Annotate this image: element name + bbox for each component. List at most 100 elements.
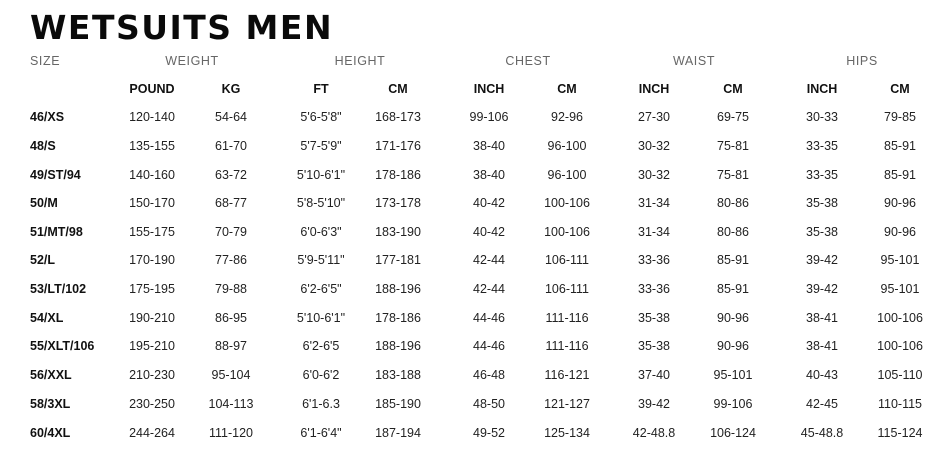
table-cell: 178-186 [375, 311, 421, 325]
table-cell: 120-140 [129, 110, 175, 124]
table-cell: 230-250 [129, 397, 175, 411]
table-cell: 5'10-6'1" [296, 311, 346, 325]
table-cell: 125-134 [544, 426, 590, 440]
table-cell: 105-110 [877, 368, 923, 382]
table-cell: 90-96 [717, 311, 749, 325]
table-cell: 42-45 [806, 397, 838, 411]
table-cell: 31-34 [638, 225, 670, 239]
table-cell: 39-42 [806, 253, 838, 267]
table-cell: 38-41 [806, 339, 838, 353]
table-cell: 5'7-5'9" [300, 139, 342, 153]
size-label: 60/4XL [30, 426, 71, 440]
column-header: INCH [806, 82, 838, 96]
table-cell: 111-120 [208, 426, 254, 440]
table-cell: 68-77 [215, 196, 247, 210]
size-label: 55/XLT/106 [30, 339, 95, 353]
table-cell: 38-41 [806, 311, 838, 325]
page-title: WETSUITS MEN [30, 8, 334, 47]
column-header: KG [221, 82, 241, 96]
size-label: 56/XXL [30, 368, 72, 382]
table-cell: 185-190 [375, 397, 421, 411]
table-cell: 150-170 [129, 196, 175, 210]
table-cell: 106-111 [544, 253, 590, 267]
table-cell: 80-86 [717, 196, 749, 210]
table-cell: 188-196 [375, 339, 421, 353]
table-cell: 6'0-6'2 [302, 368, 340, 382]
size-label: 54/XL [30, 311, 64, 325]
table-cell: 40-43 [806, 368, 838, 382]
table-cell: 30-33 [806, 110, 838, 124]
table-cell: 33-35 [806, 139, 838, 153]
table-cell: 80-86 [717, 225, 749, 239]
table-cell: 85-91 [717, 253, 749, 267]
table-cell: 35-38 [806, 196, 838, 210]
table-cell: 173-178 [375, 196, 421, 210]
column-header: INCH [638, 82, 670, 96]
table-cell: 171-176 [375, 139, 421, 153]
group-header-chest: CHEST [505, 54, 551, 68]
table-cell: 35-38 [638, 311, 670, 325]
column-header: POUND [129, 82, 175, 96]
table-cell: 177-181 [375, 253, 421, 267]
size-label: 46/XS [30, 110, 65, 124]
table-cell: 69-75 [717, 110, 749, 124]
table-cell: 6'0-6'3" [300, 225, 342, 239]
table-cell: 178-186 [375, 167, 421, 182]
table-cell: 175-195 [129, 282, 175, 296]
table-cell: 44-46 [473, 339, 505, 353]
table-cell: 46-48 [473, 368, 505, 382]
table-cell: 110-115 [877, 397, 923, 411]
table-cell: 6'1-6.3 [302, 397, 340, 411]
table-cell: 35-38 [638, 339, 670, 353]
size-label: 50/M [30, 196, 58, 210]
size-label: 48/S [30, 139, 56, 153]
table-cell: 42-48.8 [632, 426, 676, 440]
table-cell: 5'6-5'8" [300, 110, 342, 124]
group-header-waist: WAIST [672, 54, 716, 68]
table-cell: 187-194 [375, 426, 421, 440]
table-cell: 106-111 [544, 282, 590, 296]
table-cell: 77-86 [215, 253, 247, 267]
table-cell: 42-44 [473, 282, 505, 296]
table-cell: 96-100 [547, 167, 587, 182]
table-cell: 85-91 [717, 282, 749, 296]
table-cell: 183-188 [375, 368, 421, 382]
table-cell: 104-113 [208, 397, 254, 411]
table-cell: 38-40 [473, 139, 505, 153]
table-cell: 39-42 [638, 397, 670, 411]
table-cell: 45-48.8 [800, 426, 844, 440]
table-cell: 85-91 [884, 167, 916, 182]
table-cell: 95-101 [880, 282, 920, 296]
table-cell: 75-81 [717, 139, 749, 153]
column-header: CM [557, 82, 577, 96]
table-cell: 39-42 [806, 282, 838, 296]
table-cell: 111-116 [545, 339, 589, 353]
table-cell: 37-40 [638, 368, 670, 382]
table-cell: 92-96 [551, 110, 583, 124]
table-cell: 49-52 [473, 426, 505, 440]
table-cell: 5'8-5'10" [296, 196, 346, 210]
group-header-height: HEIGHT [334, 54, 386, 68]
table-cell: 210-230 [129, 368, 175, 382]
table-cell: 115-124 [877, 426, 923, 440]
table-cell: 40-42 [473, 225, 505, 239]
column-header: INCH [473, 82, 505, 96]
table-cell: 96-100 [547, 139, 587, 153]
table-cell: 5'10-6'1" [296, 167, 346, 182]
column-header: CM [723, 82, 743, 96]
table-cell: 90-96 [717, 339, 749, 353]
table-cell: 88-97 [215, 339, 247, 353]
group-header-size: SIZE [30, 54, 61, 68]
table-cell: 33-36 [638, 253, 670, 267]
table-cell: 61-70 [215, 139, 247, 153]
table-cell: 95-104 [211, 368, 251, 382]
table-cell: 95-101 [713, 368, 753, 382]
size-label: 58/3XL [30, 397, 71, 411]
table-cell: 6'2-6'5" [300, 282, 342, 296]
group-header-hips: HIPS [846, 54, 878, 68]
table-cell: 155-175 [129, 225, 175, 239]
column-header: CM [890, 82, 910, 96]
table-cell: 183-190 [375, 225, 421, 239]
group-header-weight: WEIGHT [165, 54, 219, 68]
table-cell: 70-79 [215, 225, 247, 239]
